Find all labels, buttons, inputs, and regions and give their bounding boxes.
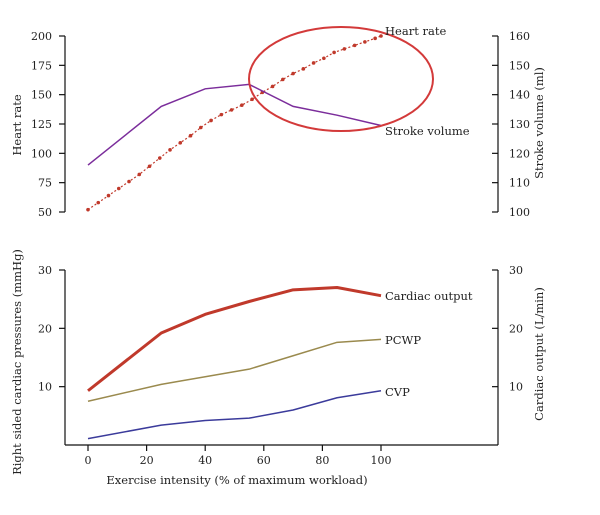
series-label-cardiac-output: Cardiac output [385,289,473,303]
heart-rate-point [240,103,244,108]
x-tick-label-40: 40 [198,454,212,467]
bottom-left-tick-label-10: 10 [38,381,52,394]
pcwp-line [87,338,382,402]
series-label-heart-rate: Heart rate [385,24,446,38]
top-left-tick-label-200: 200 [31,30,52,43]
x-axis-label: Exercise intensity (% of maximum workloa… [106,473,367,487]
top-left-tick-label-175: 175 [31,59,52,72]
heart-rate-point [332,50,336,55]
highlight-ellipse [248,26,434,132]
top-right-y-axis-label: Stroke volume (ml) [532,67,546,179]
heart-rate-point [311,61,316,65]
x-tick-label-60: 60 [257,454,271,467]
top-left-tick-label-50: 50 [38,206,52,219]
series-label-stroke-volume: Stroke volume [385,124,470,138]
series-label-pcwp: PCWP [385,333,421,347]
bottom-right-tick-label-30: 30 [509,264,523,277]
heart-rate-point [342,47,347,51]
bottom-left-y-axis-label: Right sided cardiac pressures (mmHg) [10,249,24,475]
heart-rate-point [178,140,183,145]
heart-rate-point [291,71,295,76]
top-right-tick-label-160: 160 [509,30,530,43]
series-label-cvp: CVP [385,385,410,399]
top-left-tick-label-125: 125 [31,118,52,131]
top-right-tick-label-140: 140 [509,89,530,102]
heart-rate-point [209,118,213,123]
top-left-tick-label-100: 100 [31,147,52,160]
heart-rate-point [147,164,152,169]
top-left-y-axis-label: Heart rate [10,94,24,155]
x-tick-label-100: 100 [371,454,392,467]
heart-rate-line [87,35,382,211]
heart-rate-point [157,156,162,160]
heart-rate-point [168,148,172,152]
cardiac-output-line [87,286,382,392]
heart-rate-point [86,207,90,212]
x-tick-label-80: 80 [315,454,329,467]
heart-rate-point [96,200,101,205]
heart-rate-point [188,133,193,138]
heart-rate-point [322,56,326,61]
bottom-left-tick-label-30: 30 [38,264,52,277]
bottom-right-tick-label-10: 10 [509,381,523,394]
heart-rate-point [301,67,306,71]
heart-rate-point [373,36,377,41]
heart-rate-point [219,112,224,117]
heart-rate-point [127,179,131,184]
heart-rate-stroke-volume-panel: 50 75 100 125 150 175 200 100 110 120 130 140 150 16… [10,24,546,219]
top-left-tick-label-75: 75 [38,177,52,190]
heart-rate-point [106,193,111,198]
heart-rate-point [116,186,121,191]
heart-rate-point [379,34,383,38]
top-right-tick-label-110: 110 [509,177,530,190]
heart-rate-point [270,84,275,89]
top-right-tick-label-120: 120 [509,147,530,160]
top-right-tick-label-130: 130 [509,118,530,131]
bottom-right-y-axis-label: Cardiac output (L/min) [532,287,546,421]
bottom-left-tick-label-20: 20 [38,322,52,335]
top-right-tick-label-150: 150 [509,59,530,72]
pressures-cardiac-output-panel: 10 20 30 10 20 30 0 20 40 60 80 100 Right sided c… [10,249,546,487]
heart-rate-point [281,77,285,82]
heart-rate-point [352,43,357,48]
bottom-right-tick-label-20: 20 [509,322,523,335]
x-tick-label-20: 20 [140,454,154,467]
heart-rate-point [363,40,367,44]
x-tick-label-0: 0 [85,454,92,467]
heart-rate-point [229,108,234,112]
stroke-volume-line [87,83,382,166]
cvp-line [87,390,382,440]
heart-rate-point [199,125,203,130]
top-left-tick-label-150: 150 [31,89,52,102]
heart-rate-point [137,172,142,177]
heart-rate-point [250,97,254,102]
top-right-tick-label-100: 100 [509,206,530,219]
